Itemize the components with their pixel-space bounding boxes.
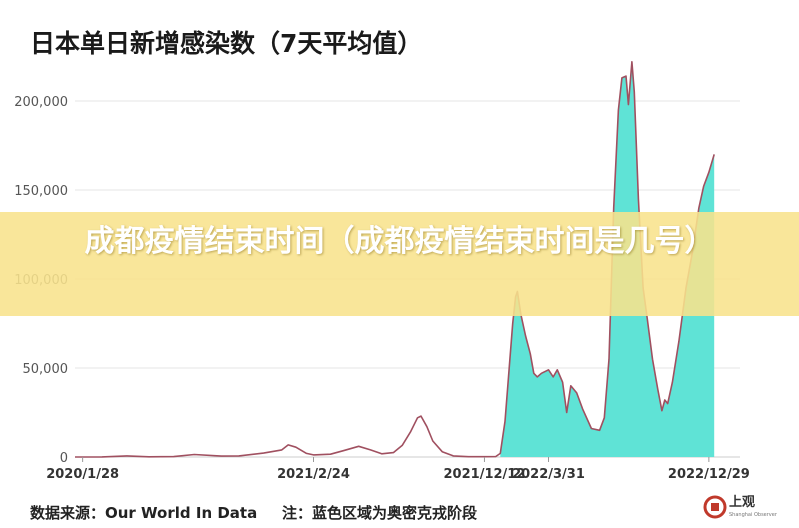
x-tick-label: 2022/3/31 xyxy=(512,467,585,482)
title-banner xyxy=(0,212,799,316)
y-tick-label: 50,000 xyxy=(23,362,69,377)
x-tick-label: 2021/12/12 xyxy=(444,467,526,482)
y-tick-label: 200,000 xyxy=(14,95,68,110)
series-line xyxy=(74,61,715,458)
omicron-area xyxy=(500,61,715,458)
x-tick-label: 2020/1/28 xyxy=(46,467,119,482)
y-tick-label: 150,000 xyxy=(14,184,68,199)
chart-title: 日本单日新增感染数（7天平均值） xyxy=(30,29,422,58)
banner-text: 成都疫情结束时间（成都疫情结束时间是几号） xyxy=(84,224,715,259)
omicron-fill xyxy=(500,61,715,458)
x-tick-label: 2021/2/24 xyxy=(277,467,350,482)
x-tick-label: 2022/12/29 xyxy=(668,467,750,482)
cases-line xyxy=(74,61,715,458)
y-tick-label: 0 xyxy=(60,451,68,466)
